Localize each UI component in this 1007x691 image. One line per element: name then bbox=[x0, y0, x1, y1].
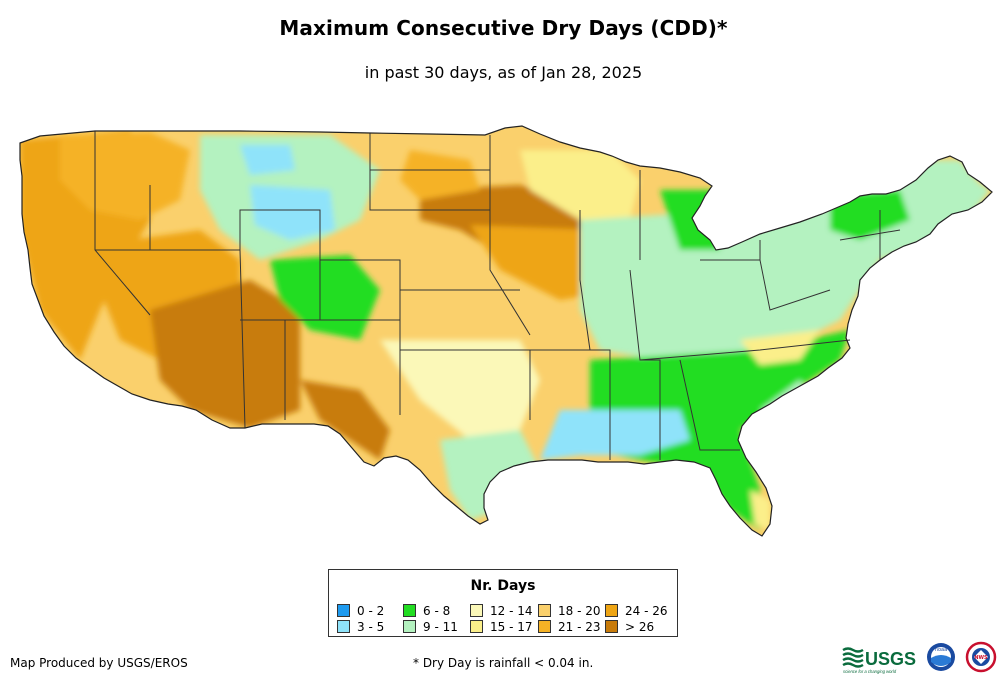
legend-item: 6 - 8 bbox=[403, 603, 470, 618]
legend-label: 6 - 8 bbox=[423, 603, 451, 618]
agency-logos: USGS science for a changing world noaa N… bbox=[840, 640, 1000, 680]
legend-label: 9 - 11 bbox=[423, 619, 458, 634]
zone-colorado-green bbox=[270, 255, 380, 340]
usgs-wordmark: USGS bbox=[865, 649, 916, 669]
legend-item: 9 - 11 bbox=[403, 619, 470, 634]
legend-swatch bbox=[403, 604, 416, 617]
legend-swatch bbox=[403, 620, 416, 633]
legend-swatch bbox=[605, 604, 618, 617]
nws-wordmark: NWS bbox=[974, 655, 988, 661]
legend-label: 18 - 20 bbox=[558, 603, 601, 618]
legend-item: 12 - 14 bbox=[470, 603, 538, 618]
legend-grid: 0 - 2 3 - 5 6 - 8 9 - 11 12 - 14 15 - 17… bbox=[337, 603, 673, 634]
zone-west-texas-dark bbox=[300, 380, 390, 460]
zone-gulf-blue bbox=[540, 410, 690, 460]
legend-label: 21 - 23 bbox=[558, 619, 601, 634]
legend-swatch bbox=[470, 620, 483, 633]
nws-logo: NWS bbox=[965, 641, 997, 673]
legend-item: > 26 bbox=[605, 619, 671, 634]
usgs-logo: USGS science for a changing world bbox=[842, 647, 916, 674]
conus-cdd-map bbox=[0, 110, 1007, 550]
zone-southwest-dark bbox=[150, 280, 300, 428]
legend-item: 0 - 2 bbox=[337, 603, 403, 618]
map-subtitle: in past 30 days, as of Jan 28, 2025 bbox=[364, 63, 643, 82]
legend-swatch bbox=[337, 620, 350, 633]
legend-box: Nr. Days 0 - 2 3 - 5 6 - 8 9 - 11 12 - 1… bbox=[328, 569, 678, 637]
zone-dakotas-orange bbox=[400, 150, 480, 200]
state-boundaries bbox=[19, 125, 993, 537]
zone-texas-gulf-mint bbox=[440, 430, 540, 520]
legend-label: 0 - 2 bbox=[357, 603, 385, 618]
legend-item: 18 - 20 bbox=[538, 603, 605, 618]
legend-label: 3 - 5 bbox=[357, 619, 385, 634]
legend-swatch bbox=[337, 604, 350, 617]
map-credit: Map Produced by USGS/EROS bbox=[10, 656, 188, 670]
zone-wisconsin-yellow bbox=[520, 150, 640, 220]
legend-item: 21 - 23 bbox=[538, 619, 605, 634]
zone-pacific-nw-orange bbox=[60, 132, 190, 220]
legend-title: Nr. Days bbox=[470, 578, 536, 594]
zone-southeast-green bbox=[590, 330, 850, 530]
legend-label: > 26 bbox=[625, 619, 655, 634]
legend-item: 3 - 5 bbox=[337, 619, 403, 634]
usgs-tagline: science for a changing world bbox=[843, 669, 897, 674]
cdd-zones bbox=[20, 126, 992, 536]
zone-oklahoma-cream bbox=[380, 340, 540, 440]
dry-day-footnote: * Dry Day is rainfall < 0.04 in. bbox=[413, 656, 594, 670]
legend-label: 12 - 14 bbox=[490, 603, 533, 618]
zone-florida-yellow bbox=[750, 490, 770, 530]
legend-swatch bbox=[538, 604, 551, 617]
noaa-logo: noaa bbox=[927, 643, 955, 671]
legend-swatch bbox=[605, 620, 618, 633]
zone-montana-blue bbox=[240, 145, 295, 175]
legend-swatch bbox=[470, 604, 483, 617]
zone-wyoming-blue bbox=[250, 185, 335, 240]
map-title: Maximum Consecutive Dry Days (CDD)* bbox=[279, 16, 728, 40]
legend-item: 24 - 26 bbox=[605, 603, 671, 618]
noaa-wordmark: noaa bbox=[935, 647, 947, 653]
legend-swatch bbox=[538, 620, 551, 633]
legend-label: 24 - 26 bbox=[625, 603, 668, 618]
legend-label: 15 - 17 bbox=[490, 619, 533, 634]
legend-item: 15 - 17 bbox=[470, 619, 538, 634]
